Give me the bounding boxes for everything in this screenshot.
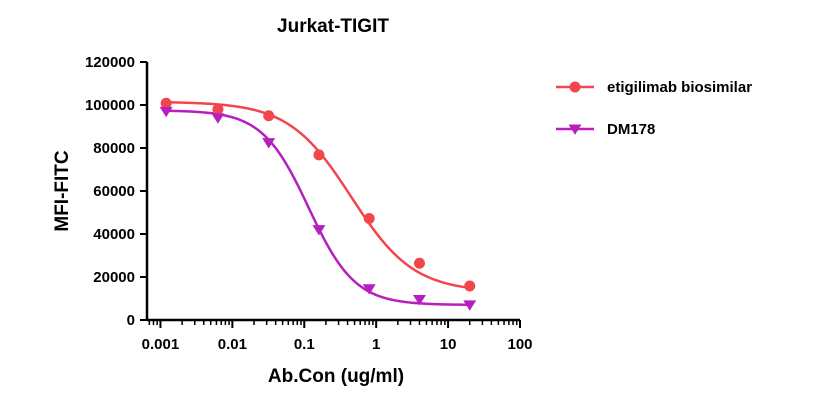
fit-curves xyxy=(166,101,470,307)
data-point xyxy=(212,103,224,115)
x-axis-title: Ab.Con (ug/ml) xyxy=(268,366,404,387)
y-tick-label: 60000 xyxy=(93,183,135,200)
y-tick-label: 40000 xyxy=(93,226,135,243)
x-tick-label: 1 xyxy=(372,336,380,353)
data-point xyxy=(312,225,326,236)
data-point xyxy=(313,149,325,161)
x-tick-label: 0.1 xyxy=(294,336,315,353)
data-point xyxy=(159,106,173,118)
x-tick-label: 0.001 xyxy=(142,336,180,353)
data-point xyxy=(263,110,275,122)
data-point xyxy=(463,300,477,311)
legend-label: etigilimab biosimilar xyxy=(607,79,752,96)
x-tick-label: 10 xyxy=(440,336,457,353)
data-point xyxy=(412,295,426,306)
data-point xyxy=(262,138,276,149)
data-markers xyxy=(159,97,477,311)
legend-swatch-marker xyxy=(568,124,582,135)
y-tick-label: 80000 xyxy=(93,140,135,157)
data-point xyxy=(211,113,225,124)
y-axis: 0 20000 40000 60000 80000 100000 120000 xyxy=(85,54,149,329)
x-tick-label: 0.01 xyxy=(218,336,247,353)
data-point xyxy=(413,257,425,269)
data-point xyxy=(160,97,172,109)
data-point xyxy=(464,280,476,292)
fit-curve-line xyxy=(166,101,470,290)
data-point xyxy=(363,213,375,225)
data-point xyxy=(362,284,376,295)
y-tick-label: 100000 xyxy=(85,97,135,114)
y-tick-label: 0 xyxy=(127,312,135,329)
y-tick-label: 120000 xyxy=(85,54,135,71)
y-axis-title: MFI-FITC xyxy=(52,150,73,232)
legend-swatch-marker xyxy=(569,81,581,93)
legend: etigilimab biosimilar DM178 xyxy=(556,79,752,138)
legend-label: DM178 xyxy=(607,121,655,138)
y-tick-label: 20000 xyxy=(93,269,135,286)
x-axis: 0.001 0.01 0.1 1 10 100 xyxy=(142,318,533,353)
chart-title: Jurkat-TIGIT xyxy=(277,16,389,37)
x-tick-label: 100 xyxy=(507,336,532,353)
